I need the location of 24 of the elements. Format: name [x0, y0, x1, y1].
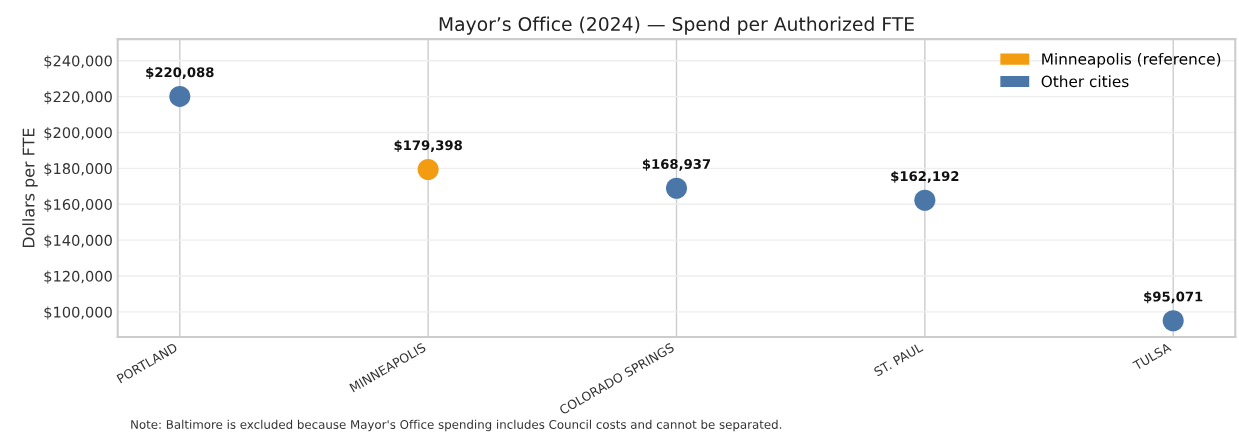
legend-label: Other cities — [1041, 75, 1129, 88]
y-axis-title: Dollars per FTE — [22, 128, 38, 248]
y-tick-label: $120,000 — [44, 270, 112, 284]
point — [417, 158, 439, 180]
point — [169, 85, 191, 107]
data-label: $179,398 — [394, 140, 462, 152]
point — [914, 189, 936, 211]
legend-label: Minneapolis (reference) — [1042, 52, 1221, 68]
y-tick-label: $160,000 — [44, 198, 112, 212]
y-tick-label: $200,000 — [44, 126, 112, 141]
y-tick-label: $100,000 — [44, 306, 112, 320]
data-label: $162,192 — [891, 170, 959, 183]
y-tick-label: $240,000 — [44, 55, 112, 69]
data-label: $220,088 — [146, 66, 214, 79]
y-tick-label: $180,000 — [44, 162, 112, 177]
data-label: $95,071 — [1144, 291, 1203, 304]
y-tick-label: $140,000 — [44, 234, 112, 248]
y-tick-label: $220,000 — [44, 91, 112, 105]
chart-title: Mayor’s Office (2024) — Spend per Authorized FTE — [439, 16, 914, 35]
text: Note: Baltimore is excluded because Mayor's Office spending includes Council costs and cannot be separated. — [131, 419, 782, 432]
point — [1162, 310, 1184, 332]
data-label: $168,937 — [642, 158, 711, 171]
point — [665, 177, 688, 199]
x-tick-label: ST. PAUL — [873, 342, 924, 377]
